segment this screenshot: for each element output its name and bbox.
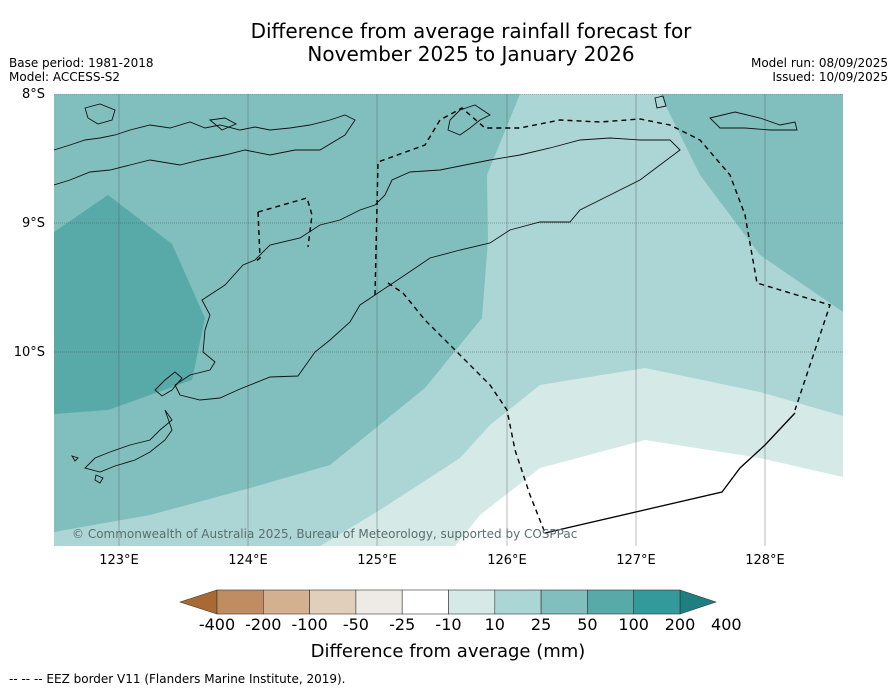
eez-borders [254,107,831,534]
lat-label-8s: 8°S [21,87,45,102]
lat-label-10s: 10°S [13,345,45,360]
meta-left: Base period: 1981-2018 Model: ACCESS-S2 [9,56,154,84]
colorbar-cells [216,589,681,615]
lon-label-126e: 126°E [487,553,527,568]
eez-legend-footer: -- -- -- EEZ border V11 (Flanders Marine… [9,672,346,686]
colorbar-tick-label: -100 [291,615,328,634]
colorbar-tick-label: 25 [530,615,552,634]
eez-timor-south [387,282,546,534]
colorbar-tick-label: 200 [664,615,696,634]
islet-4 [654,95,667,109]
colorbar-cell [262,589,310,615]
colorbar-high-arrow [679,589,717,615]
colorbar-cell [587,589,635,615]
copyright-notice: © Commonwealth of Australia 2025, Bureau… [72,527,578,541]
colorbar [179,589,717,615]
lon-label-123e: 123°E [99,553,139,568]
eez-solid-segment [544,412,796,534]
base-period: Base period: 1981-2018 [9,56,154,70]
meta-right: Model run: 08/09/2025 Issued: 10/09/2025 [751,56,888,84]
semau-coast [154,371,183,397]
rain-band-neutral [455,440,843,546]
lat-label-9s: 9°S [21,216,45,231]
timor-coast [174,137,681,401]
colorbar-tick-label: 10 [484,615,505,634]
colorbar-tick-label: 100 [618,615,649,634]
colorbar-low-arrow [179,589,218,615]
lon-label-127e: 127°E [616,553,656,568]
map-title: Difference from average rainfall forecas… [0,20,896,66]
model-name: Model: ACCESS-S2 [9,70,121,84]
colorbar-tick-label: -10 [435,615,462,634]
coastlines [54,95,798,484]
colorbar-tick-label: -200 [245,615,282,634]
colorbar-title: Difference from average (mm) [310,641,586,662]
model-run: Model run: 08/09/2025 [750,56,888,70]
colorbar-tick-label: -25 [389,615,416,634]
islet-2 [208,117,238,131]
colorbar-tick-label: 50 [577,615,598,634]
colorbar-tick-label: -400 [198,615,236,634]
islet-6 [70,455,79,462]
alor-flores-coast [54,114,356,186]
colorbar-cell [494,589,542,615]
rote-coast [84,409,173,473]
colorbar-tick-label: -50 [342,615,369,634]
map-area [54,94,843,546]
wetar-coast [447,104,491,136]
colorbar-cell [309,589,357,615]
lon-label-128e: 128°E [745,553,785,568]
lon-label-124e: 124°E [228,553,268,568]
colorbar-cell [448,589,496,615]
colorbar-cell [633,589,681,615]
eez-oecusse [254,197,313,263]
map-title-line2: November 2025 to January 2026 [307,42,635,66]
eez-timor-north [374,107,831,411]
map-title-line1: Difference from average rainfall forecas… [250,19,692,43]
gridlines [54,94,843,546]
colorbar-tick-label: 400 [711,615,742,634]
islet-3 [709,111,798,131]
colorbar-cell [216,589,264,615]
islet-5 [94,474,104,484]
lon-label-125e: 125°E [357,553,397,568]
colorbar-cell [401,589,449,615]
colorbar-cell [355,589,403,615]
issued-date: Issued: 10/09/2025 [772,70,888,84]
colorbar-cell [540,589,588,615]
islet-1 [84,103,116,125]
rain-band-100-200-west [54,195,205,414]
